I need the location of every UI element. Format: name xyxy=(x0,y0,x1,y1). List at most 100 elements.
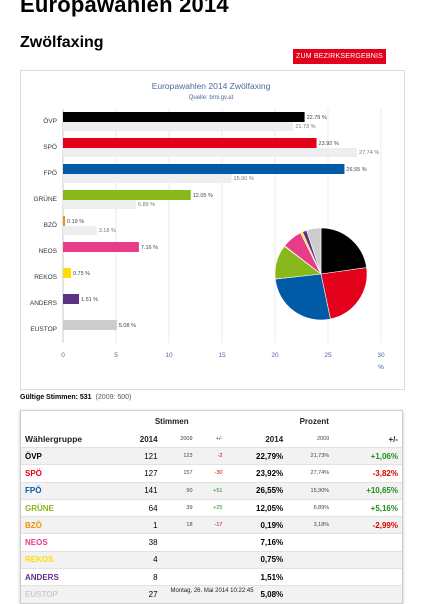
bar-2014-label: 1.51 % xyxy=(81,297,98,303)
header-percent-diff: +/- xyxy=(388,434,398,444)
cell-percent-2009 xyxy=(287,533,334,552)
cell-votes-diff: -17 xyxy=(196,516,227,534)
cell-percent-2014: 5,08% xyxy=(226,585,288,603)
cell-votes-2014: 127 xyxy=(117,464,162,483)
bar-2014-label: 23.92 % xyxy=(319,141,339,147)
table-row: ÖVP 121 123 -2 22,79% 21,73% +1,06% xyxy=(21,446,402,465)
cell-party: EUSTOP xyxy=(21,585,117,603)
table-header-row: Wählergruppe 2014 2009 +/- 2014 2009 +/- xyxy=(21,431,402,448)
cell-party: BZÖ xyxy=(21,516,117,534)
category-label: ANDERS xyxy=(30,300,58,307)
table-group-header-row: Stimmen Prozent xyxy=(21,411,402,431)
cell-percent-2014: 1,51% xyxy=(226,568,288,586)
cell-percent-2009: 3,18% xyxy=(287,516,334,534)
chart-title: Europawahlen 2014 Zwölfaxing xyxy=(152,81,271,91)
cell-votes-diff xyxy=(196,568,227,586)
cell-percent-2009 xyxy=(287,585,334,603)
results-table-body: ÖVP 121 123 -2 22,79% 21,73% +1,06% SPÖ 127 157 -3… xyxy=(21,446,402,603)
cell-percent-2009 xyxy=(287,568,334,586)
valid-votes-label: Gültige Stimmen: 531 xyxy=(20,394,92,401)
chart-source: Quelle: bmi.gv.at xyxy=(189,95,234,101)
bar-2014-label: 22.79 % xyxy=(307,115,327,121)
cell-percent-2009 xyxy=(287,550,334,569)
table-row: NEOS 38 7,16% xyxy=(21,533,402,552)
category-label: SPÖ xyxy=(43,143,57,151)
cell-party: ÖVP xyxy=(21,446,117,465)
cell-votes-2014: 141 xyxy=(117,481,162,500)
pie-slice xyxy=(320,267,368,320)
bar-2014 xyxy=(63,112,305,122)
cell-votes-2014: 4 xyxy=(117,550,162,569)
cell-percent-2009: 6,89% xyxy=(287,498,334,517)
cell-votes-diff: +25 xyxy=(196,498,227,517)
bar-2009 xyxy=(63,148,358,157)
results-table-container: Stimmen Prozent Wählergruppe 2014 2009 +… xyxy=(20,410,403,604)
cell-percent-2014: 23,92% xyxy=(226,464,288,483)
cell-party: SPÖ xyxy=(21,464,117,483)
cell-party: GRÜNE xyxy=(21,498,117,517)
x-tick-label: 25 xyxy=(324,352,332,359)
cell-percent-2014: 7,16% xyxy=(226,533,288,552)
cell-percent-2009: 21,73% xyxy=(287,446,334,465)
cell-percent-2014: 0,75% xyxy=(226,550,288,569)
cell-votes-2009: 90 xyxy=(161,481,197,500)
cell-percent-diff xyxy=(333,585,402,603)
x-tick-label: 5 xyxy=(114,352,118,359)
x-tick-label: 15 xyxy=(218,352,226,359)
pie-slice xyxy=(274,273,331,321)
valid-votes: Gültige Stimmen: 531 (2009: 500) xyxy=(20,394,131,401)
cell-votes-diff: +51 xyxy=(196,481,227,500)
bar-2009-label: 27.74 % xyxy=(359,150,379,156)
bar-2014 xyxy=(63,190,191,200)
table-row: FPÖ 141 90 +51 26,55% 15,90% +10,65% xyxy=(21,481,402,500)
category-label: REKOS xyxy=(34,274,57,281)
category-label: EUSTOP xyxy=(30,326,57,333)
x-tick-label: 30 xyxy=(377,352,385,359)
cell-percent-2014: 22,79% xyxy=(226,446,288,465)
table-row: GRÜNE 64 39 +25 12,05% 6,89% +5,16% xyxy=(21,498,402,517)
cell-votes-2009 xyxy=(161,533,197,552)
cell-percent-diff xyxy=(333,533,402,552)
cell-percent-diff: +5,16% xyxy=(333,498,402,517)
cell-party: NEOS xyxy=(21,533,117,552)
cell-votes-diff xyxy=(196,533,227,552)
cell-votes-2009: 157 xyxy=(161,464,197,483)
header-votes-2014: 2014 xyxy=(139,434,158,444)
cell-votes-2014: 121 xyxy=(117,446,162,465)
table-row: REKOS 4 0,75% xyxy=(21,550,402,569)
bar-2009-label: 15.90 % xyxy=(234,176,254,182)
bar-2009-label: 6.89 % xyxy=(138,202,155,208)
bar-2014-label: 0.75 % xyxy=(73,271,90,277)
bar-2014 xyxy=(63,216,66,226)
category-label: ÖVP xyxy=(43,117,57,125)
cell-party: ANDERS xyxy=(21,568,117,586)
cell-party: FPÖ xyxy=(21,481,117,500)
cell-votes-2014: 64 xyxy=(117,498,162,517)
bar-2014 xyxy=(63,242,139,252)
bar-2009 xyxy=(63,226,97,235)
cell-percent-diff: -3,82% xyxy=(333,464,402,483)
footer-timestamp: Montag, 26. Mai 2014 10:22:45 xyxy=(170,588,254,594)
cell-percent-diff xyxy=(333,550,402,569)
district-result-button[interactable]: ZUM BEZIRKSERGEBNIS xyxy=(293,49,386,64)
cell-votes-diff xyxy=(196,550,227,569)
header-party: Wählergruppe xyxy=(25,434,83,444)
cell-votes-2009: 18 xyxy=(161,516,197,534)
bar-2014 xyxy=(63,294,80,304)
cell-percent-diff: +1,06% xyxy=(333,446,402,465)
category-label: GRÜNE xyxy=(34,195,58,203)
cell-party: REKOS xyxy=(21,550,117,569)
cell-votes-2014: 27 xyxy=(117,585,162,603)
cell-percent-diff: -2,99% xyxy=(333,516,402,534)
header-votes-diff: +/- xyxy=(215,436,223,442)
bar-2014 xyxy=(63,164,345,174)
bar-2009 xyxy=(63,200,137,209)
category-label: NEOS xyxy=(39,248,58,255)
pie-slice xyxy=(320,227,367,275)
x-unit-label: % xyxy=(378,364,384,371)
bar-2014-label: 7.16 % xyxy=(141,245,158,251)
cell-votes-diff: -2 xyxy=(196,446,227,465)
cell-percent-2014: 0,19% xyxy=(226,516,288,534)
header-votes-group: Stimmen xyxy=(154,416,189,426)
cell-votes-2009 xyxy=(161,585,197,603)
